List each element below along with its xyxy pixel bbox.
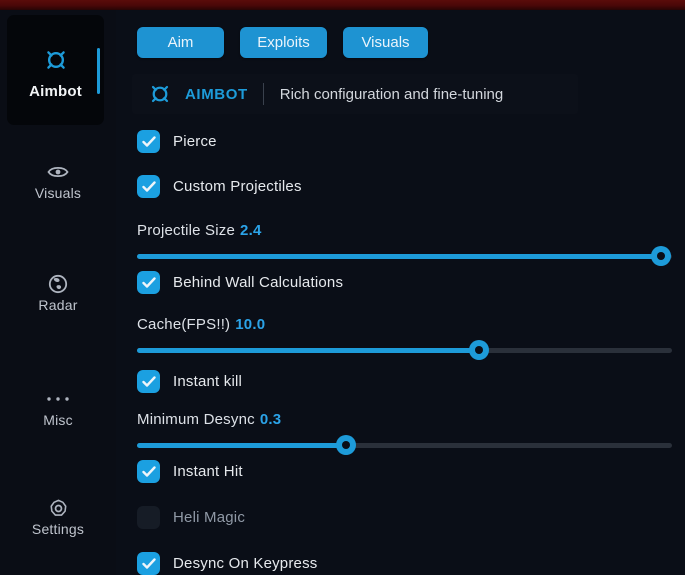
tab-label: Visuals: [361, 34, 410, 51]
slider-knob[interactable]: [651, 246, 672, 266]
slider-label-minimum-desync: Minimum Desync 0.3: [137, 411, 281, 428]
slider-value: 2.4: [240, 222, 262, 239]
checkmark-icon: [141, 375, 156, 387]
checkmark-icon: [141, 180, 156, 192]
sidebar-item-visuals[interactable]: Visuals: [0, 159, 116, 203]
sidebar-item-label: Radar: [38, 297, 78, 313]
header-divider: [262, 83, 264, 105]
slider-knob[interactable]: [469, 340, 490, 360]
checkbox-label: Instant Hit: [173, 463, 243, 480]
checkmark-icon: [141, 465, 156, 477]
section-subtitle: Rich configuration and fine-tuning: [279, 85, 504, 103]
checkbox-behind-wall-calculations[interactable]: Behind Wall Calculations: [137, 271, 343, 294]
checkmark-icon: [141, 276, 156, 288]
tab-label: Aim: [167, 34, 194, 51]
slider-value: 0.3: [259, 411, 282, 428]
checkbox-label: Custom Projectiles: [173, 178, 302, 195]
gear-icon: [0, 495, 116, 521]
crosshair-icon: [7, 47, 104, 73]
sidebar-item-settings[interactable]: Settings: [0, 495, 116, 539]
checkbox-instant-kill[interactable]: Instant kill: [137, 370, 242, 393]
checkbox-instant-hit[interactable]: Instant Hit: [137, 460, 243, 483]
section-header: AIMBOT Rich configuration and fine-tunin…: [132, 74, 578, 114]
sidebar-item-label: Settings: [31, 521, 85, 537]
globe-icon: [0, 271, 116, 297]
checkbox-box[interactable]: [137, 370, 160, 393]
slider-label-text: Cache(FPS!!): [137, 316, 231, 333]
tab-label: Exploits: [257, 34, 310, 51]
checkbox-desync-on-keypress[interactable]: Desync On Keypress: [137, 552, 318, 575]
eye-icon: [0, 159, 116, 185]
slider-label-projectile-size: Projectile Size 2.4: [137, 222, 262, 239]
tab-aim[interactable]: Aim: [137, 27, 224, 58]
sidebar-item-misc[interactable]: Misc: [0, 386, 116, 430]
checkbox-box[interactable]: [137, 271, 160, 294]
sidebar-item-label: Misc: [43, 412, 73, 428]
checkbox-heli-magic[interactable]: Heli Magic: [137, 506, 245, 529]
checkbox-box[interactable]: [137, 460, 160, 483]
checkmark-icon: [141, 557, 156, 569]
slider-knob[interactable]: [335, 435, 356, 455]
top-red-strip: [0, 0, 685, 10]
sidebar-item-aimbot[interactable]: Aimbot: [7, 15, 104, 125]
slider-label-cache: Cache(FPS!!) 10.0: [137, 316, 265, 333]
checkbox-box[interactable]: [137, 552, 160, 575]
checkbox-label: Desync On Keypress: [173, 555, 318, 572]
section-title: AIMBOT: [185, 85, 248, 103]
checkbox-label: Instant kill: [173, 373, 243, 390]
checkbox-box[interactable]: [137, 175, 160, 198]
sidebar-item-label: Visuals: [34, 185, 82, 201]
checkbox-box[interactable]: [137, 130, 160, 153]
active-tab-indicator: [97, 48, 100, 94]
slider-projectile-size[interactable]: [137, 246, 672, 266]
crosshair-icon: [148, 82, 172, 106]
slider-label-text: Projectile Size: [137, 222, 236, 239]
slider-fill: [137, 348, 480, 353]
sidebar-item-label: Aimbot: [29, 83, 82, 100]
sidebar: Aimbot Visuals Radar Misc: [0, 10, 116, 575]
checkbox-pierce[interactable]: Pierce: [137, 130, 217, 153]
sidebar-item-radar[interactable]: Radar: [0, 271, 116, 315]
tab-exploits[interactable]: Exploits: [240, 27, 327, 58]
tab-visuals[interactable]: Visuals: [343, 27, 428, 58]
slider-cache[interactable]: [137, 340, 672, 360]
slider-label-text: Minimum Desync: [137, 411, 255, 428]
checkbox-box[interactable]: [137, 506, 160, 529]
checkbox-label: Heli Magic: [173, 509, 246, 526]
slider-fill: [137, 254, 662, 259]
checkmark-icon: [141, 135, 156, 147]
slider-fill: [137, 443, 346, 448]
slider-value: 10.0: [235, 316, 266, 333]
checkbox-label: Pierce: [173, 133, 217, 150]
checkbox-label: Behind Wall Calculations: [173, 274, 344, 291]
ellipsis-icon: [0, 386, 116, 412]
slider-minimum-desync[interactable]: [137, 435, 672, 455]
checkbox-custom-projectiles[interactable]: Custom Projectiles: [137, 175, 302, 198]
